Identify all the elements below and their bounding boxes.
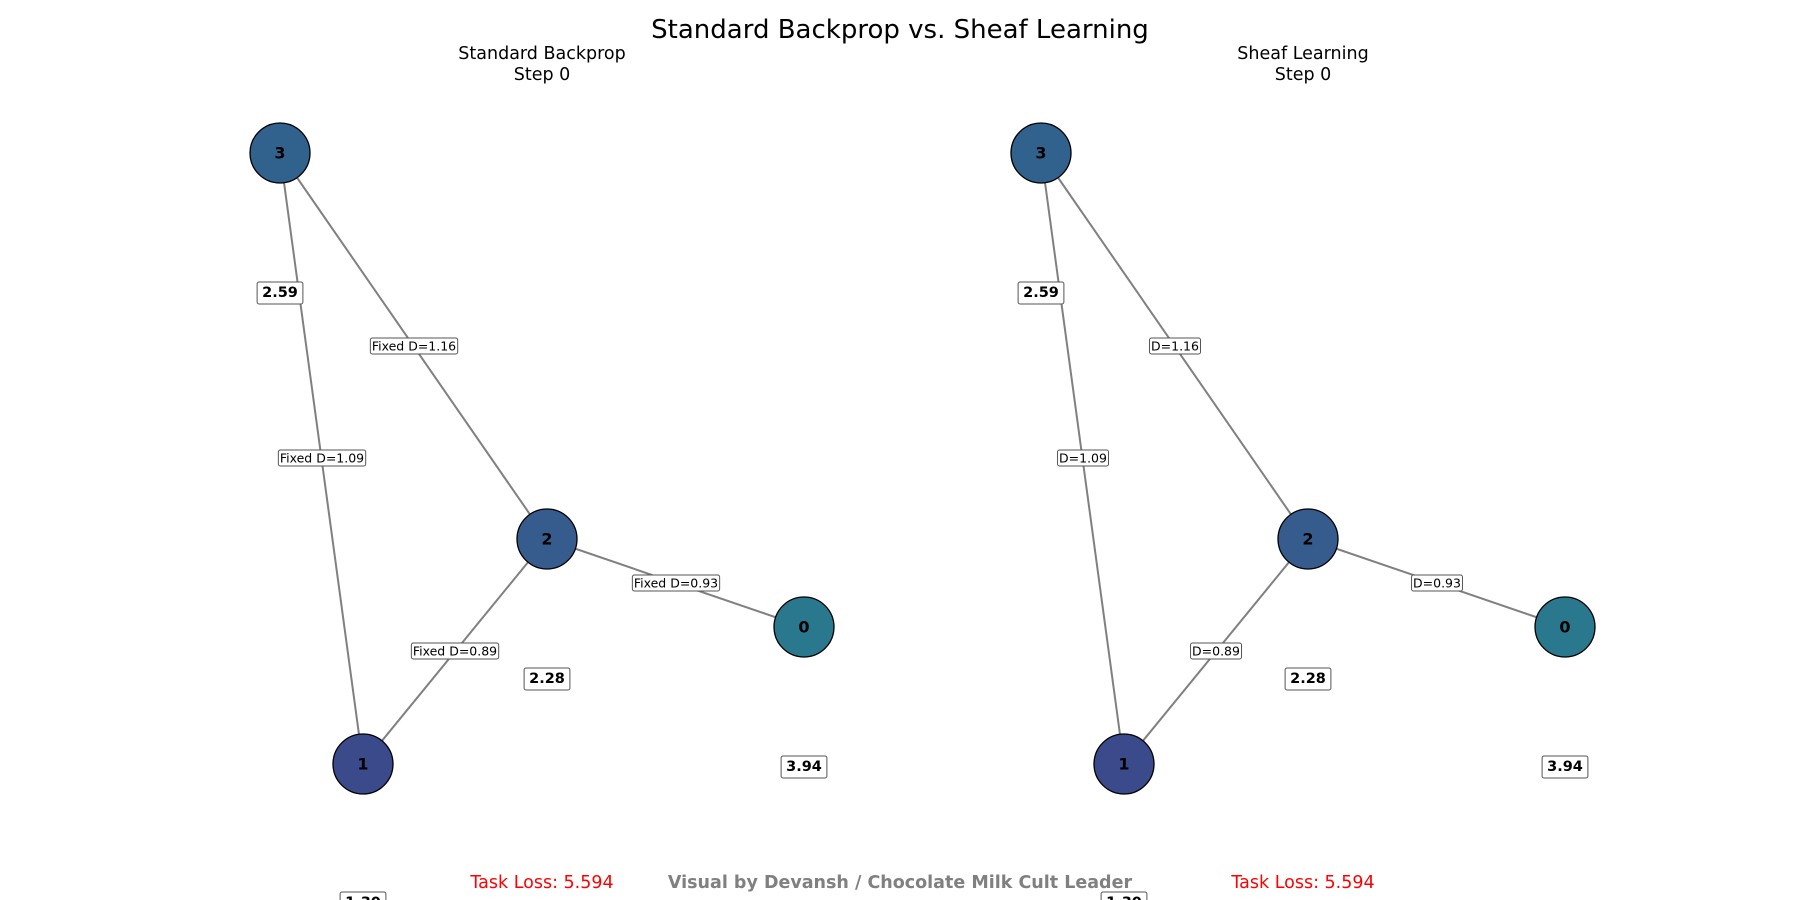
node-value-label-1-box [1100,891,1148,900]
edge-label-3-2-text: D=1.16 [1151,339,1199,354]
node-value-label-3-text: 2.59 [1023,285,1059,301]
node-circle [1277,508,1339,570]
edge-label-3-2: Fixed D=1.16 [369,337,459,355]
edge-label-2-0: D=0.93 [1411,574,1463,592]
graph-node-2: 2 [1277,508,1339,570]
edge-label-2-1-box [410,642,500,660]
edge-label-2-0-text: Fixed D=0.93 [634,576,718,591]
edge-label-3-2: D=1.16 [1149,337,1202,355]
node-value-label-3-box [1017,281,1065,305]
edge-label-2-0-box [1411,574,1463,592]
node-circle [773,596,835,658]
node-circle [516,508,578,570]
node-value-label-3: 2.59 [1017,281,1065,305]
edge-label-3-2-text: Fixed D=1.16 [372,339,456,354]
graph-node-0: 0 [1534,596,1596,658]
node-value-label-1-box [339,891,387,900]
graph-node-1: 1 [332,733,394,795]
node-value-label-0: 3.94 [1541,755,1589,779]
node-value-label-3-text: 2.59 [262,285,298,301]
edge-label-3-1-text: Fixed D=1.09 [280,451,364,466]
graph-node-0: 0 [773,596,835,658]
task-loss-text: Task Loss: 5.594 [1230,873,1374,893]
node-id-label: 3 [1035,144,1046,163]
graph-node-3: 3 [249,122,311,184]
edge-label-2-1-text: Fixed D=0.89 [413,644,497,659]
edge-label-3-1: D=1.09 [1057,449,1110,467]
graph-node-2: 2 [516,508,578,570]
node-value-label-1-text: 1.30 [1106,895,1142,900]
node-id-label: 2 [1302,530,1313,549]
node-value-label-3: 2.59 [256,281,304,305]
node-circle [1093,733,1155,795]
node-value-label-0: 3.94 [780,755,828,779]
node-id-label: 2 [541,530,552,549]
node-value-label-1-text: 1.30 [345,895,381,900]
node-circle [1534,596,1596,658]
edge-label-2-1: D=0.89 [1190,642,1243,660]
node-circle [332,733,394,795]
edge-label-3-1: Fixed D=1.09 [277,449,367,467]
edge-label-2-1: Fixed D=0.89 [410,642,500,660]
node-id-label: 1 [1118,755,1129,774]
node-id-label: 3 [274,144,285,163]
node-value-label-2: 2.28 [1284,667,1332,691]
node-value-label-0-text: 3.94 [1547,759,1583,775]
panel-step-label: Step 0 [1275,65,1332,85]
edge-label-2-1-text: D=0.89 [1192,644,1240,659]
node-value-label-3-box [256,281,304,305]
credit-text: Visual by Devansh / Chocolate Milk Cult … [668,873,1133,893]
panel-step-label: Step 0 [514,65,571,85]
graph-node-3: 3 [1010,122,1072,184]
node-value-label-2-box [1284,667,1332,691]
node-circle [1010,122,1072,184]
task-loss-text: Task Loss: 5.594 [469,873,613,893]
node-value-label-2-text: 2.28 [1290,671,1326,687]
edge-label-2-0-box [631,574,721,592]
node-value-label-0-text: 3.94 [786,759,822,775]
edge-label-3-2-box [1149,337,1202,355]
node-id-label: 0 [1559,618,1570,637]
node-value-label-2-text: 2.28 [529,671,565,687]
panel-title: Sheaf Learning [1237,44,1368,64]
node-value-label-0-box [780,755,828,779]
node-id-label: 1 [357,755,368,774]
edge-label-2-0: Fixed D=0.93 [631,574,721,592]
figure-title: Standard Backprop vs. Sheaf Learning [651,15,1149,45]
edge-label-3-2-box [369,337,459,355]
node-value-label-2: 2.28 [523,667,571,691]
node-id-label: 0 [798,618,809,637]
node-value-label-0-box [1541,755,1589,779]
edge-label-3-1-box [277,449,367,467]
node-value-label-1: 1.30 [339,891,387,900]
panel-title: Standard Backprop [458,44,625,64]
graph-node-1: 1 [1093,733,1155,795]
edge-label-3-1-text: D=1.09 [1059,451,1107,466]
edge-label-2-0-text: D=0.93 [1413,576,1461,591]
node-circle [249,122,311,184]
edge-label-3-1-box [1057,449,1110,467]
node-value-label-1: 1.30 [1100,891,1148,900]
edge-label-2-1-box [1190,642,1243,660]
node-value-label-2-box [523,667,571,691]
